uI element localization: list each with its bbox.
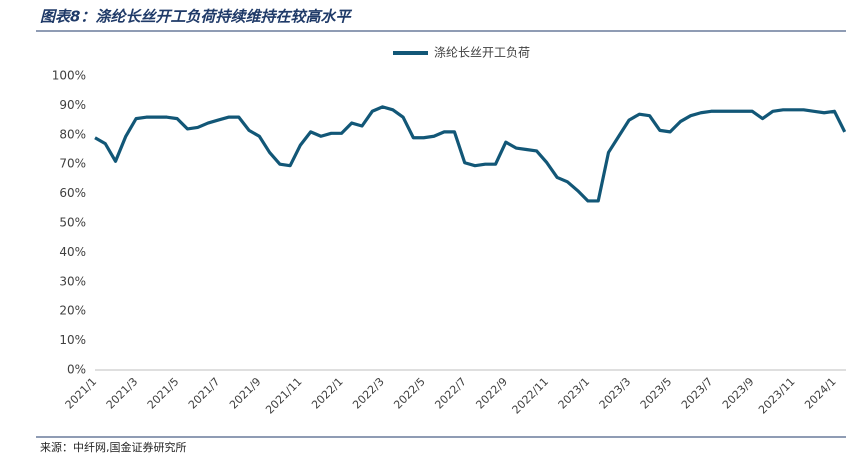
- x-tick-label: 2022/7: [432, 375, 469, 412]
- series-line: [94, 105, 846, 203]
- y-tick-label: 70%: [59, 157, 86, 171]
- x-tick-label: 2022/1: [309, 375, 346, 412]
- legend-label: 涤纶长丝开工负荷: [434, 46, 530, 60]
- x-tick-label: 2024/1: [802, 375, 839, 412]
- x-tick-label: 2023/5: [638, 375, 675, 412]
- x-tick-label: 2023/1: [556, 375, 593, 412]
- y-tick-label: 20%: [59, 304, 86, 318]
- x-tick-label: 2021/3: [104, 375, 141, 412]
- y-tick-label: 10%: [59, 333, 86, 347]
- x-tick-label: 2022/5: [391, 375, 428, 412]
- x-tick-label: 2022/3: [350, 375, 387, 412]
- y-tick-label: 0%: [67, 363, 86, 377]
- y-tick-label: 50%: [59, 216, 86, 230]
- x-tick-label: 2021/7: [186, 375, 223, 412]
- y-tick-label: 90%: [59, 98, 86, 112]
- x-tick-label: 2023/3: [597, 375, 634, 412]
- x-tick-label: 2022/11: [510, 375, 552, 417]
- y-tick-label: 40%: [59, 245, 86, 259]
- x-tick-label: 2023/7: [679, 375, 716, 412]
- y-tick-label: 60%: [59, 186, 86, 200]
- source: 来源：中纤网,国金证券研究所: [40, 440, 187, 454]
- chart-title: 图表8：涤纶长丝开工负荷持续维持在较高水平: [40, 8, 352, 26]
- x-tick-label: 2021/11: [263, 375, 305, 417]
- x-tick-label: 2022/9: [473, 375, 510, 412]
- y-tick-label: 100%: [52, 69, 86, 83]
- x-tick-label: 2023/9: [720, 375, 757, 412]
- y-tick-label: 80%: [59, 127, 86, 141]
- x-tick-label: 2021/5: [145, 375, 182, 412]
- x-tick-label: 2021/9: [227, 375, 264, 412]
- x-tick-label: 2023/11: [756, 375, 798, 417]
- y-tick-label: 30%: [59, 274, 86, 288]
- x-tick-label: 2021/1: [63, 375, 100, 412]
